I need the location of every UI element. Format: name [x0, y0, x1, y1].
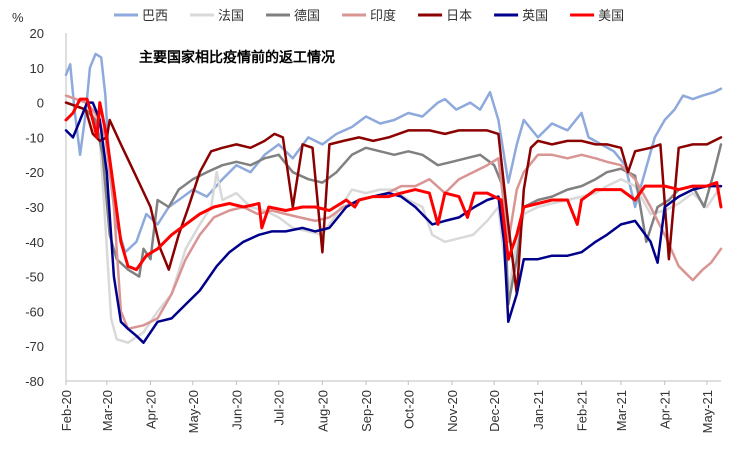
series-line-6 [64, 97, 723, 272]
series-line-2 [64, 101, 723, 306]
y-tick-label: 10 [30, 61, 44, 76]
x-tick-label: Jun-20 [229, 390, 244, 430]
x-tick-label: May-21 [700, 390, 715, 433]
x-tick-label: Apr-21 [658, 390, 673, 429]
x-tick-label: Sep-20 [359, 390, 374, 432]
y-tick-label: -50 [25, 270, 44, 285]
legend-item-label: 法国 [218, 9, 244, 24]
legend-item-label: 日本 [446, 9, 472, 24]
y-tick-label: -40 [25, 235, 44, 250]
x-tick-label: Mar-21 [614, 390, 629, 431]
series-line-3 [64, 94, 723, 331]
legend: 巴西 法国 德国 印度 日本 英国 美国 [114, 8, 624, 24]
y-tick-label: -20 [25, 165, 44, 180]
chart-title: 主要国家相比疫情前的返工情况 [139, 49, 335, 66]
legend-item-label: 德国 [294, 9, 320, 24]
x-tick-label: May-20 [186, 390, 201, 433]
y-tick-label: 0 [37, 96, 44, 111]
axes-group: 20 10 0 -10 -20 -30 -40 -50 -60 -70 -80 Feb-20 Mar-2… [25, 26, 721, 433]
series-group [64, 52, 723, 344]
legend-item-label: 印度 [370, 8, 396, 24]
y-tick-label: -70 [25, 339, 44, 354]
series-line-1 [64, 94, 723, 344]
x-tick-label: Jul-20 [272, 390, 287, 425]
y-tick-label: -30 [25, 200, 44, 215]
legend-item-label: 巴西 [142, 9, 168, 24]
y-tick-label: -80 [25, 374, 44, 389]
series-line-4 [64, 101, 723, 296]
x-tick-label: Apr-20 [144, 390, 159, 429]
x-tick-label: Feb-20 [59, 390, 74, 431]
legend-item-label: 英国 [522, 9, 548, 24]
legend-item-label: 美国 [598, 9, 624, 24]
y-tick-label: -60 [25, 304, 44, 319]
x-tick-label: Aug-20 [315, 390, 330, 432]
y-axis-label: % [12, 10, 24, 25]
y-tick-label: -10 [25, 130, 44, 145]
x-tick-label: Oct-20 [401, 390, 416, 429]
x-tick-label: Mar-20 [100, 390, 115, 431]
x-tick-label: Nov-20 [445, 390, 460, 432]
y-tick-label: 20 [30, 26, 44, 41]
x-tick-label: Jan-21 [531, 390, 546, 430]
x-tick-label: Feb-21 [575, 390, 590, 431]
x-tick-label: Dec-20 [487, 390, 502, 432]
